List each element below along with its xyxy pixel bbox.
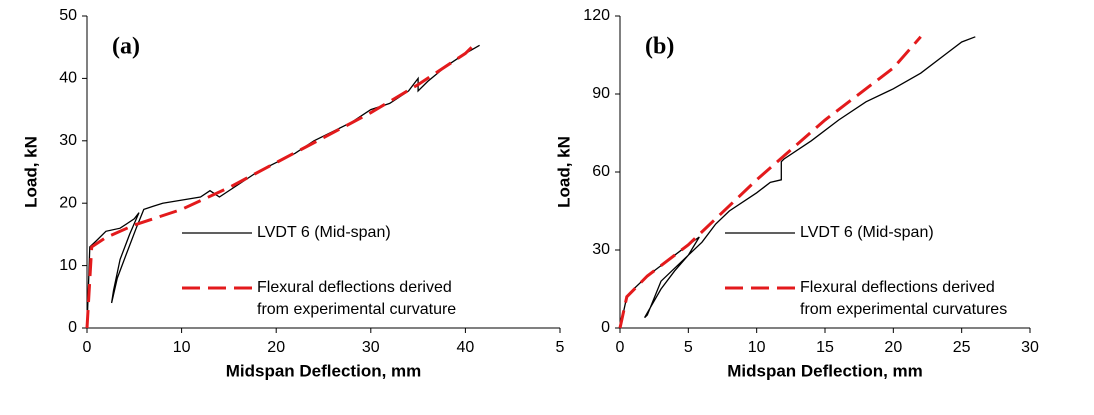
y-axis-label: Load, kN xyxy=(21,136,40,208)
legend-label: from experimental curvature xyxy=(257,301,456,318)
legend-label: LVDT 6 (Mid-span) xyxy=(800,224,934,241)
annotation: (b) xyxy=(645,34,674,60)
y-tick-label: 50 xyxy=(59,7,77,24)
x-tick-label: 0 xyxy=(616,339,625,356)
y-tick-label: 0 xyxy=(601,319,610,336)
data-line xyxy=(85,43,476,329)
data-line xyxy=(618,35,922,329)
x-axis-label: Midspan Deflection, mm xyxy=(727,361,923,380)
y-tick-label: 0 xyxy=(68,319,77,336)
x-tick-label: 5 xyxy=(556,339,565,356)
x-tick-label: 0 xyxy=(83,339,92,356)
y-tick-label: 30 xyxy=(59,132,77,149)
y-tick-label: 10 xyxy=(59,257,77,274)
y-tick-label: 40 xyxy=(59,70,77,87)
x-tick-label: 10 xyxy=(173,339,191,356)
x-tick-label: 5 xyxy=(684,339,693,356)
legend-label: LVDT 6 (Mid-span) xyxy=(257,224,391,241)
data-line xyxy=(86,44,480,329)
legend-label: Flexural deflections derived xyxy=(257,279,452,296)
x-tick-label: 40 xyxy=(457,339,475,356)
y-tick-label: 20 xyxy=(59,194,77,211)
x-tick-label: 25 xyxy=(953,339,971,356)
legend-label: Flexural deflections derived xyxy=(800,279,995,296)
x-tick-label: 30 xyxy=(362,339,380,356)
x-tick-label: 10 xyxy=(748,339,766,356)
y-axis-label: Load, kN xyxy=(554,136,573,208)
y-tick-label: 120 xyxy=(583,7,610,24)
y-tick-label: 90 xyxy=(592,85,610,102)
x-tick-label: 15 xyxy=(816,339,834,356)
y-tick-label: 30 xyxy=(592,241,610,258)
x-tick-label: 20 xyxy=(267,339,285,356)
annotation: (a) xyxy=(112,34,140,60)
x-axis-label: Midspan Deflection, mm xyxy=(226,361,422,380)
x-tick-label: 20 xyxy=(884,339,902,356)
y-tick-label: 60 xyxy=(592,163,610,180)
legend-label: from experimental curvatures xyxy=(800,301,1007,318)
x-tick-label: 30 xyxy=(1021,339,1039,356)
